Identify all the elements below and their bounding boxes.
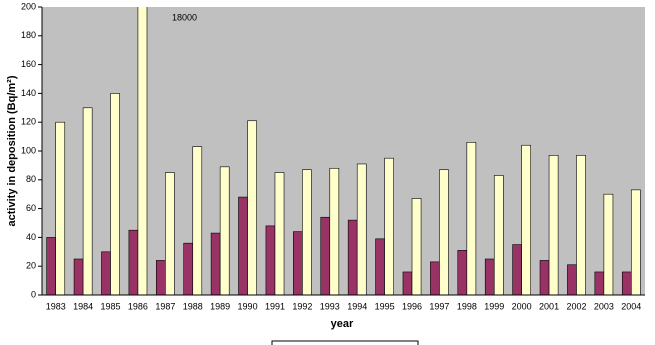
bar (375, 238, 385, 295)
bar (347, 219, 358, 295)
y-tick-label: 20 (26, 261, 36, 271)
bar (238, 196, 248, 295)
y-tick-label: 0 (31, 289, 36, 299)
bar (219, 166, 230, 295)
x-tick-label: 1988 (183, 301, 203, 311)
x-tick-label: 1998 (457, 301, 477, 311)
bar (329, 167, 340, 295)
x-tick-label: 1983 (46, 301, 66, 311)
bar (384, 157, 394, 295)
x-tick-label: 1985 (101, 301, 121, 311)
bar (466, 142, 477, 295)
bar (165, 172, 175, 295)
x-tick-label: 1991 (265, 301, 285, 311)
x-tick-label: 1986 (128, 301, 148, 311)
bar (457, 250, 468, 295)
bar (110, 93, 120, 295)
y-tick-label: 60 (26, 203, 36, 213)
bar (46, 237, 57, 295)
bar (402, 271, 413, 295)
bar (548, 155, 559, 295)
y-tick-label: 160 (21, 59, 36, 69)
bar (302, 169, 312, 295)
bar (411, 198, 422, 295)
x-tick-label: 2004 (621, 301, 641, 311)
bar (247, 120, 257, 295)
legend-box (271, 340, 419, 345)
bar (101, 251, 111, 295)
y-tick-label: 140 (21, 88, 36, 98)
y-tick-label: 40 (26, 232, 36, 242)
x-tick-label: 1993 (320, 301, 340, 311)
bar (293, 231, 303, 295)
bar (73, 258, 84, 295)
bars (46, 7, 641, 295)
x-tick-label: 1987 (155, 301, 175, 311)
x-tick-label: 1999 (484, 301, 504, 311)
bar (539, 260, 550, 295)
bar (512, 244, 522, 295)
y-tick-label: 200 (21, 1, 36, 11)
bar (567, 264, 577, 295)
x-tick-label: 1992 (292, 301, 312, 311)
bar (274, 172, 285, 295)
x-tick-label: 1996 (402, 301, 422, 311)
bar (82, 107, 93, 295)
bar (521, 144, 532, 295)
x-tick-label: 1989 (210, 301, 230, 311)
bar (594, 271, 605, 295)
x-axis-label: year (331, 318, 354, 330)
y-tick-label: 180 (21, 30, 36, 40)
bar (630, 189, 641, 295)
x-tick-label: 1997 (429, 301, 449, 311)
bar (265, 225, 276, 295)
bar (439, 169, 449, 295)
x-tick-label: 2000 (512, 301, 532, 311)
y-tick-label: 80 (26, 174, 36, 184)
x-tick-label: 1984 (73, 301, 93, 311)
x-tick-label: 1995 (375, 301, 395, 311)
bar (128, 229, 139, 295)
bar (621, 271, 632, 295)
bar (183, 242, 194, 295)
x-tick-label: 2002 (566, 301, 586, 311)
bar (320, 216, 331, 295)
bar (484, 258, 495, 295)
y-axis-label: activity in deposition (Bq/m²) (6, 75, 18, 226)
bar (137, 7, 148, 295)
y-tick-label: 120 (21, 117, 36, 127)
bar (356, 163, 367, 295)
bar (603, 193, 614, 295)
bar (430, 261, 440, 295)
bar (155, 260, 166, 295)
x-tick-label: 2001 (539, 301, 559, 311)
x-tick-label: 1990 (238, 301, 258, 311)
bar (55, 121, 66, 295)
bar (493, 175, 504, 295)
y-tick-label: 100 (21, 145, 36, 155)
bar (210, 232, 221, 295)
x-tick-label: 1994 (347, 301, 367, 311)
bar (192, 146, 203, 295)
x-tick-label: 2003 (594, 301, 614, 311)
annotation: 18000 (172, 12, 197, 22)
bar (576, 155, 586, 295)
